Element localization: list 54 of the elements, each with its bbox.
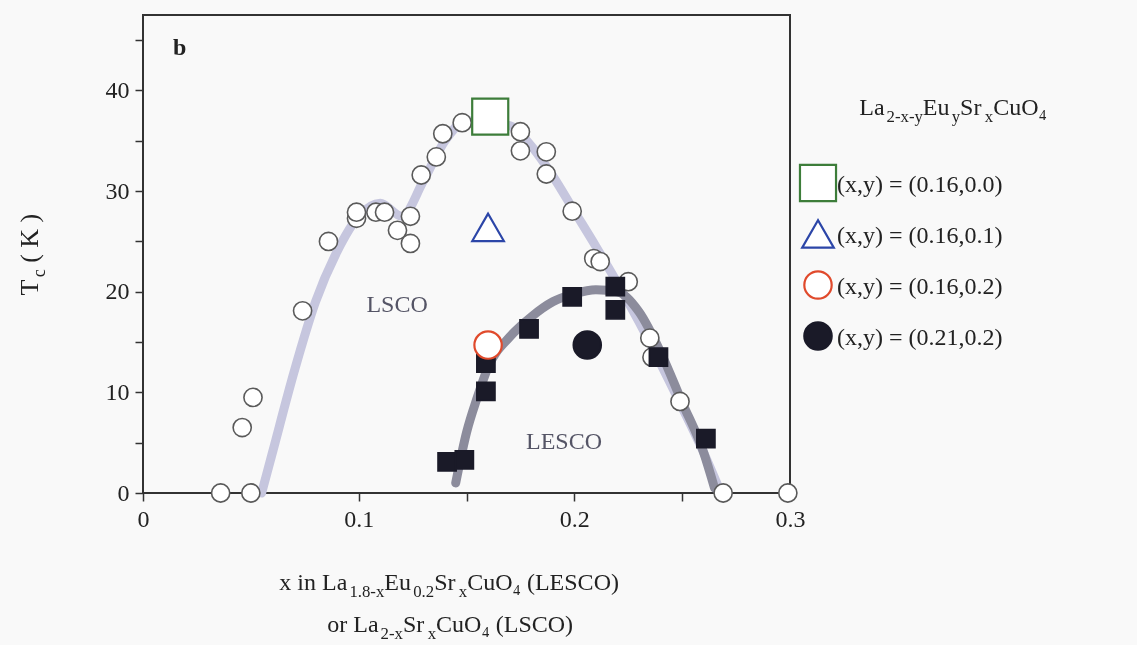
y-tick-label: 30	[105, 177, 130, 204]
y-tick-label: 0	[117, 479, 130, 506]
x-tick-label: 0.1	[344, 505, 375, 532]
point	[454, 449, 475, 470]
point	[210, 483, 231, 503]
point	[471, 97, 510, 136]
point	[510, 121, 531, 142]
point	[432, 123, 453, 144]
point	[452, 112, 473, 133]
y-tick-label: 20	[105, 278, 130, 305]
point	[476, 381, 496, 402]
point	[387, 220, 408, 241]
point	[562, 286, 583, 307]
point	[471, 212, 505, 243]
point	[232, 417, 253, 438]
point	[400, 233, 421, 254]
point	[411, 165, 432, 185]
point	[519, 319, 539, 339]
legend-label: (x,y) = (0.16,0.1)	[837, 222, 1003, 248]
point	[426, 147, 447, 167]
point	[346, 202, 367, 223]
legend-label: (x,y) = (0.16,0.0)	[837, 171, 1003, 197]
x-tick-label: 0.3	[775, 505, 806, 532]
point	[590, 251, 611, 272]
point	[473, 330, 503, 360]
point	[400, 206, 421, 227]
point	[292, 300, 313, 321]
point	[510, 140, 531, 161]
point	[696, 428, 716, 449]
point	[536, 141, 557, 162]
legend-label: (x,y) = (0.21,0.2)	[837, 324, 1003, 350]
point	[374, 202, 395, 223]
point	[605, 276, 626, 297]
point	[670, 391, 690, 412]
point	[639, 328, 660, 348]
y-tick-label: 40	[105, 76, 130, 103]
point	[648, 347, 669, 368]
annotation: b	[173, 34, 187, 60]
point	[318, 231, 339, 252]
annotation: LSCO	[366, 291, 428, 317]
point	[605, 299, 626, 320]
annotation: LESCO	[526, 428, 603, 454]
y-axis-title: Tc ( K )	[15, 213, 50, 296]
point	[562, 201, 583, 222]
point	[572, 330, 603, 360]
x-tick-label: 0.2	[559, 505, 590, 532]
y-tick-label: 10	[105, 378, 130, 405]
legend-label: (x,y) = (0.16,0.2)	[837, 273, 1003, 299]
point	[777, 483, 798, 503]
point	[240, 483, 261, 503]
point	[536, 164, 557, 184]
x-tick-label: 0	[137, 505, 150, 532]
point	[713, 483, 734, 503]
point	[243, 387, 263, 408]
